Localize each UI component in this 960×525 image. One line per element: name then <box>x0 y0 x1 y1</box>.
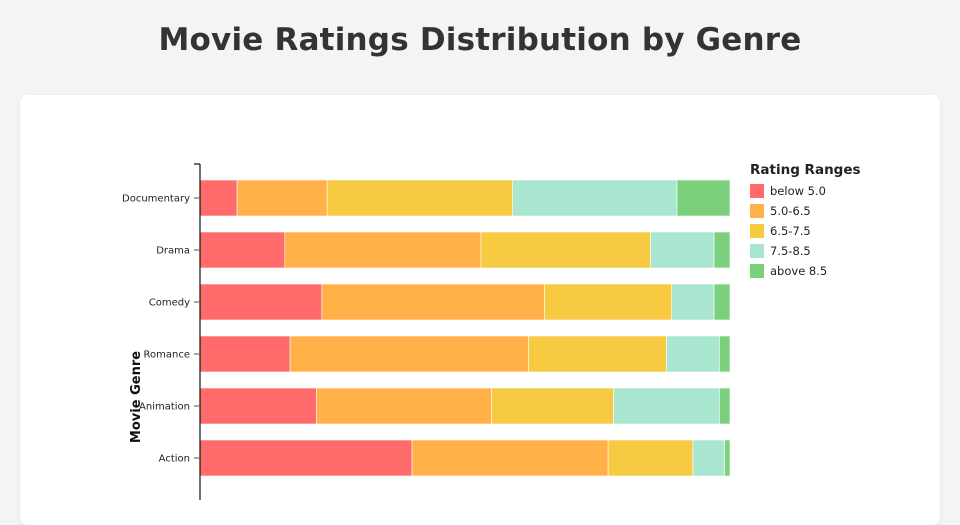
legend-swatch <box>750 244 764 258</box>
bar-segment-animation-3 <box>613 387 720 425</box>
bar-segment-documentary-2 <box>326 179 514 217</box>
bar-segment-documentary-1 <box>236 179 328 217</box>
bar-segment-drama-1 <box>284 231 482 269</box>
bar-segment-comedy-2 <box>544 283 672 321</box>
y-tick-label: Romance <box>144 350 190 361</box>
bar-segment-romance-1 <box>289 335 529 373</box>
bar-segment-comedy-4 <box>713 283 731 321</box>
legend-item-label: 6.5-7.5 <box>770 224 811 238</box>
bar-segment-documentary-0 <box>199 179 238 217</box>
bar-segment-action-0 <box>199 439 413 477</box>
bar-segment-comedy-3 <box>671 283 715 321</box>
legend-item-label: above 8.5 <box>770 264 827 278</box>
y-tick-label: Animation <box>139 402 190 413</box>
legend-swatch <box>750 264 764 278</box>
bar-segment-action-2 <box>607 439 694 477</box>
legend-title: Rating Ranges <box>750 162 861 178</box>
bar-segment-romance-2 <box>528 335 667 373</box>
y-tick-label: Drama <box>156 246 190 257</box>
bar-segment-comedy-0 <box>199 283 323 321</box>
bar-segment-documentary-4 <box>676 179 731 217</box>
legend-item-label: 7.5-8.5 <box>770 244 811 258</box>
legend-swatch <box>750 184 764 198</box>
legend-item-label: below 5.0 <box>770 184 826 198</box>
bar-segment-action-4 <box>724 439 731 477</box>
legend-item-label: 5.0-6.5 <box>770 204 811 218</box>
bar-segment-drama-2 <box>480 231 651 269</box>
bar-segment-animation-0 <box>199 387 317 425</box>
y-ticks-group: Documentary Drama Comedy Romance Animation Ac… <box>122 194 200 465</box>
bar-segment-animation-1 <box>316 387 492 425</box>
bar-segment-comedy-1 <box>321 283 545 321</box>
chart-svg: Documentary Drama Comedy Romance Animation Ac… <box>122 162 861 500</box>
y-tick-label: Action <box>159 454 190 465</box>
chart-title: Movie Ratings Distribution by Genre <box>158 22 802 58</box>
bar-segment-animation-4 <box>719 387 731 425</box>
bar-segment-drama-3 <box>650 231 715 269</box>
bar-segment-drama-0 <box>199 231 286 269</box>
legend-swatch <box>750 204 764 218</box>
y-tick-label: Comedy <box>149 298 190 309</box>
legend-swatch <box>750 224 764 238</box>
bar-segment-romance-3 <box>666 335 720 373</box>
y-axis-label: Movie Genre <box>129 351 144 443</box>
bar-segment-action-3 <box>692 439 726 477</box>
legend: Rating Ranges below 5.0 5.0-6.5 6.5-7.5 7.5-… <box>750 162 861 278</box>
bar-segment-romance-0 <box>199 335 291 373</box>
bar-segment-animation-2 <box>491 387 614 425</box>
bar-segment-drama-4 <box>713 231 731 269</box>
bar-segment-action-1 <box>411 439 609 477</box>
bar-segment-romance-4 <box>719 335 731 373</box>
y-tick-label: Documentary <box>122 194 190 205</box>
bar-segment-documentary-3 <box>512 179 678 217</box>
bars-group <box>199 179 731 477</box>
